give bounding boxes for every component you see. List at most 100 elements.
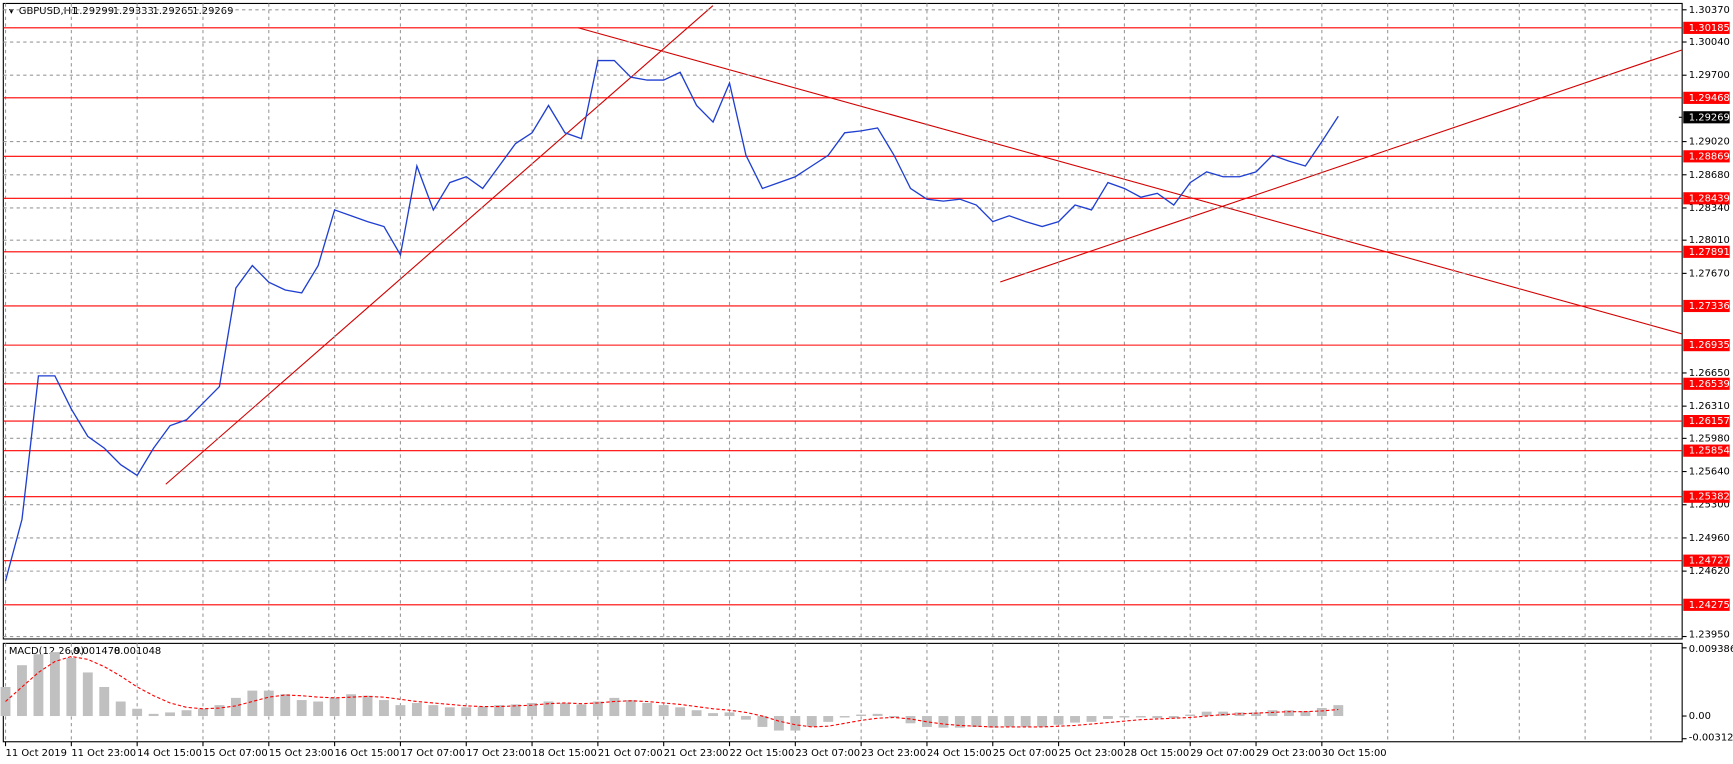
y-tick-label: 1.25640 [1689,467,1730,478]
macd-bar [691,710,702,717]
macd-bar [214,705,225,717]
y-tick-label: 0.00 [1689,711,1711,722]
macd-bar [543,701,554,717]
level-label: 1.25854 [1689,446,1730,457]
macd-bar [823,716,834,722]
macd-bar [708,713,718,717]
macd-bar [609,697,620,717]
level-label: 1.28869 [1689,151,1730,162]
macd-bar [1218,711,1229,717]
macd-bar [658,705,669,717]
y-tick-label: 1.28680 [1689,170,1730,181]
x-tick-label: 16 Oct 15:00 [335,748,400,759]
macd-header-value: 0.001478 [73,646,120,657]
macd-bar [954,716,965,728]
x-tick-label: 29 Oct 07:00 [1190,748,1255,759]
last-price-tag [1683,111,1730,124]
x-tick-label: 28 Oct 15:00 [1124,748,1189,759]
macd-bar [411,702,422,717]
macd-bar [1251,712,1261,717]
level-tag [1683,339,1730,352]
macd-bar [428,705,439,717]
macd-bar [33,654,44,717]
macd-bar [1020,716,1031,727]
macd-bar [1267,710,1278,717]
x-tick-label: 24 Oct 15:00 [927,748,992,759]
macd-bar [477,706,488,717]
x-tick-label: 17 Oct 07:00 [400,748,465,759]
macd-bar [82,672,93,717]
x-tick-label: 11 Oct 2019 [6,748,67,759]
header-value: 1.29265 [153,6,194,17]
level-tag [1683,150,1730,163]
header-value: 1.29269 [192,6,233,17]
level-tag [1683,21,1730,34]
macd-bar [625,700,636,717]
macd-bar [856,714,867,717]
level-label: 1.24275 [1689,600,1730,611]
macd-bar [790,716,801,731]
macd-bar [806,716,817,727]
level-label: 1.27891 [1689,247,1730,258]
macd-bar [1185,714,1196,717]
x-tick-label: 18 Oct 15:00 [532,748,597,759]
macd-bar [1070,716,1080,723]
x-tick-label: 29 Oct 23:00 [1256,748,1321,759]
x-tick-label: 25 Oct 07:00 [993,748,1058,759]
price-line [4,59,1339,582]
y-tick-label: 1.24960 [1689,533,1730,544]
macd-bar [17,665,27,717]
level-tag [1683,192,1730,205]
macd-bar [1168,716,1179,719]
macd-bar [1037,716,1048,727]
level-tag [1683,444,1730,457]
macd-bar [1284,710,1294,717]
macd-bar [905,716,916,724]
x-tick-label: 21 Oct 23:00 [664,748,729,759]
level-label: 1.27336 [1689,301,1730,312]
y-tick-label: 1.30370 [1689,5,1730,16]
macd-bar [329,697,340,717]
y-tick-label: 1.25300 [1689,500,1730,511]
y-tick-label: 1.29020 [1689,137,1730,148]
macd-bar [1201,711,1212,717]
level-tag [1683,554,1730,567]
macd-bar [379,700,389,717]
macd-bar [971,716,982,727]
macd-bar [1103,716,1113,719]
macd-bar [724,712,735,717]
macd-bar [1316,708,1327,717]
x-tick-label: 30 Oct 15:00 [1322,748,1387,759]
macd-bar [839,716,850,718]
macd-bar [773,716,784,731]
macd-bar [576,704,587,717]
y-tick-label: 0.009386 [1689,644,1733,655]
macd-bar [148,713,159,717]
price-panel [2,2,1683,640]
level-tag [1683,299,1730,313]
signal-line [5,655,1339,728]
header-value: 1.29299 [73,6,114,17]
macd-bar [560,702,570,717]
macd-bar [263,690,274,717]
symbol-title: GBPUSD,H1 [19,6,78,17]
macd-bar [1119,716,1130,718]
trend-line [577,27,1683,335]
macd-bar [49,652,60,717]
macd-bar [1053,716,1064,725]
macd-bar [1086,716,1097,722]
macd-bar [741,716,751,720]
macd-bar [461,707,472,717]
macd-bar [889,716,899,718]
macd-bar [1300,710,1311,717]
x-tick-label: 21 Oct 07:00 [598,748,663,759]
x-tick-label: 15 Oct 23:00 [269,748,334,759]
trend-line [1000,49,1683,283]
y-tick-label: -0.003123 [1689,732,1733,743]
x-tick-label: 14 Oct 15:00 [137,748,202,759]
y-tick-label: 1.26650 [1689,368,1730,379]
macd-bar [1152,716,1163,719]
macd-bar [280,694,291,717]
x-tick-label: 22 Oct 15:00 [730,748,795,759]
